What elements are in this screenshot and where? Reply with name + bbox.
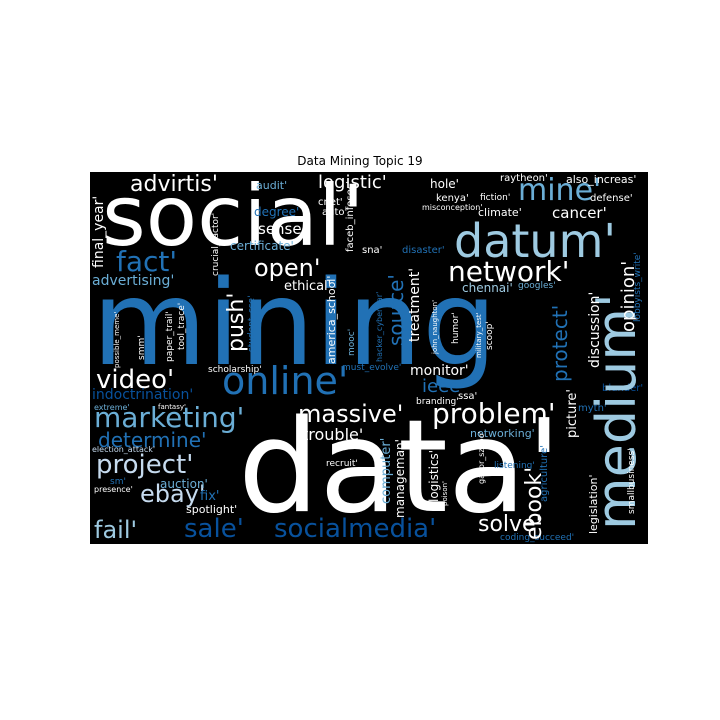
word-blunder: blunder' (602, 383, 644, 394)
word-picture: picture' (565, 389, 580, 438)
word-indoctrination: indoctrination' (92, 387, 194, 403)
word-network: network' (448, 255, 570, 288)
word-paper-trail: paper_trail' (165, 311, 175, 362)
word-election-attack: election_attack' (92, 445, 156, 454)
word-extreme: extreme' (94, 403, 130, 412)
word-monitor: monitor' (410, 363, 469, 379)
word-scholarship: scholarship' (208, 365, 262, 375)
word-smm: smm' (137, 335, 147, 360)
word-poison: poison' (441, 481, 449, 506)
word-misconception: misconception' (422, 203, 483, 212)
word-determine: determine' (98, 428, 207, 452)
word-data: data' (238, 393, 562, 542)
word-john-naughton: john_naughton' (431, 299, 439, 354)
word-ieee: ieee' (422, 376, 466, 397)
word-fiction: fiction' (480, 193, 511, 203)
word-computer: computer' (379, 437, 394, 504)
word-mooc: mooc' (347, 328, 357, 356)
word-solve: solve' (478, 512, 542, 537)
word-ssa: ssa' (458, 391, 478, 402)
word-scoop: scoop' (485, 321, 495, 350)
word-crucial-factor: crucial_factor' (211, 212, 221, 276)
word-kenya: kenya' (436, 193, 469, 204)
word-presence: presence' (94, 485, 133, 494)
word-push: push' (224, 292, 249, 352)
word-protect: protect' (548, 304, 572, 382)
word-logistics: logistics' (427, 449, 441, 502)
word-fix: fix' (200, 489, 220, 504)
word-problem: problem' (432, 397, 556, 430)
word-sm: sm' (110, 477, 126, 487)
word-project: project' (96, 450, 194, 480)
word-logistic: logistic' (318, 172, 387, 193)
word-visuals-ris: visuals_ris' (297, 437, 308, 492)
word-defense: defense' (590, 193, 633, 204)
word-listening: listening' (494, 461, 535, 471)
word-possible-meme: possible_meme' (113, 311, 121, 368)
word-marketing: marketing' (94, 401, 245, 434)
word-also-increas: also_increas' (566, 173, 637, 186)
word-massive: massive' (298, 400, 404, 428)
word-hole: hole' (430, 177, 459, 191)
word-smallbusiness: smallbusiness' (627, 448, 637, 514)
word-advirtis: advirtis' (130, 172, 218, 197)
word-tool-trace: tool_trace' (177, 302, 187, 350)
word-auto: auto' (322, 207, 348, 218)
word-military-test: military_test' (475, 312, 483, 358)
word-discussion: discussion' (587, 291, 603, 368)
word-googles: googles' (518, 281, 556, 291)
word-hacker-cyberwar: hacker_cyberwar' (375, 291, 384, 362)
word-sense: sense' (258, 220, 306, 238)
word-america-school: america_school' (325, 275, 338, 364)
word-ebay: ebay' (140, 480, 206, 508)
word-must-evolve: must_evolve' (342, 363, 402, 373)
word-open: open' (254, 254, 321, 282)
word-auction: auction' (160, 477, 208, 491)
chart-title: Data Mining Topic 19 (297, 154, 423, 168)
word-mine: mine' (518, 173, 602, 208)
word-climate: climate' (478, 206, 522, 219)
word-humor: humor' (451, 312, 461, 344)
word-agriculture: agriculture' (539, 444, 550, 502)
word-online: online' (222, 359, 349, 403)
word-advertising: advertising' (92, 273, 175, 289)
word-final-year: final_year' (91, 195, 107, 268)
word-branding: branding' (416, 397, 459, 407)
word-mining: mining (92, 254, 497, 392)
word-chennai: chennai' (462, 281, 513, 295)
word-certificate: certificate' (230, 239, 294, 253)
word-cloud: data' mining social' datum' online' netw… (90, 172, 648, 544)
word-student-cse: student_cse' (247, 295, 257, 352)
word-datum: datum' (454, 214, 617, 268)
word-gabor-szabo: gabor_szabo' (477, 431, 486, 484)
word-recruit: recruit' (326, 459, 358, 469)
word-treatment: treatment' (407, 267, 423, 342)
word-spotlight: spotlight' (186, 503, 238, 516)
word-socialmedia: socialmedia' (274, 514, 437, 544)
word-trouble: trouble' (302, 425, 364, 444)
word-raytheon: raytheon' (500, 173, 548, 184)
word-video: video' (96, 365, 175, 395)
word-fantasy: fantasy' (158, 403, 186, 411)
word-cnet: cnet' (318, 197, 343, 208)
word-audit: audit' (256, 179, 288, 192)
word-faceb-infosec: faceb_infosec' (345, 180, 356, 252)
word-source: source' (384, 274, 408, 346)
word-fact: fact' (116, 245, 178, 278)
word-myth: myth' (578, 403, 607, 414)
word-social: social' (102, 172, 365, 265)
word-manageman: manageman' (393, 439, 407, 518)
word-legislation: legislation' (587, 474, 600, 535)
word-cancer: cancer' (552, 204, 607, 222)
word-disaster: disaster' (402, 245, 445, 256)
word-degree: degree' (254, 205, 300, 219)
word-lobbyists-write: lobbyists_write' (633, 252, 643, 322)
word-networking: networking' (470, 427, 535, 440)
word-coding-succeed: coding_succeed' (500, 533, 575, 543)
word-fail: fail' (94, 516, 138, 544)
word-sale: sale' (184, 514, 244, 544)
word-sna: sna' (362, 245, 383, 256)
word-ethical: ethical' (284, 279, 332, 294)
